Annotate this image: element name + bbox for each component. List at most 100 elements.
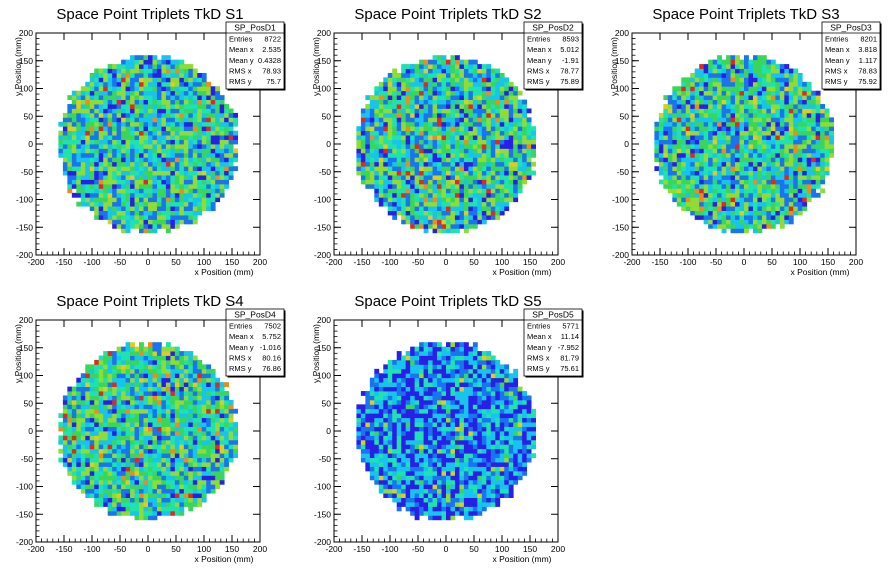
- heatmap-cell: [58, 439, 64, 445]
- heatmap-cell: [80, 404, 86, 410]
- heatmap-cell: [414, 72, 420, 78]
- heatmap-cell: [414, 108, 420, 114]
- heatmap-cell: [224, 108, 230, 114]
- heatmap-cell: [210, 183, 216, 189]
- heatmap-cell: [757, 188, 763, 194]
- heatmap-cell: [454, 108, 460, 114]
- heatmap-cell: [356, 148, 362, 154]
- heatmap-cell: [766, 95, 772, 100]
- heatmap-cell: [378, 86, 384, 92]
- heatmap-cell: [161, 81, 167, 87]
- heatmap-cell: [192, 68, 198, 74]
- stats-row-label: Mean y: [825, 56, 850, 65]
- heatmap-cell: [726, 166, 731, 172]
- heatmap-cell: [513, 197, 519, 203]
- heatmap-cell: [797, 95, 803, 100]
- heatmap-cell: [378, 161, 384, 167]
- heatmap-cell: [206, 144, 212, 149]
- heatmap-cell: [410, 112, 416, 118]
- heatmap-cell: [170, 68, 176, 74]
- heatmap-cell: [148, 201, 153, 207]
- heatmap-cell: [757, 144, 763, 149]
- heatmap-cell: [775, 135, 781, 140]
- heatmap-cell: [486, 206, 492, 211]
- heatmap-cell: [726, 179, 731, 185]
- heatmap-cell: [788, 108, 794, 114]
- heatmap-cell: [672, 95, 678, 100]
- heatmap-cell: [112, 90, 118, 96]
- heatmap-cell: [80, 391, 86, 396]
- heatmap-cell: [85, 444, 91, 450]
- heatmap-cell: [779, 68, 785, 74]
- heatmap-cell: [152, 64, 158, 69]
- heatmap-cell: [179, 215, 185, 220]
- heatmap-cell: [107, 417, 113, 423]
- heatmap-cell: [148, 86, 153, 92]
- heatmap-cell: [708, 152, 714, 158]
- heatmap-cell: [89, 126, 95, 132]
- heatmap-cell: [356, 166, 362, 172]
- heatmap-cell: [748, 215, 754, 220]
- heatmap-cell: [770, 99, 776, 105]
- heatmap-cell: [481, 112, 487, 118]
- heatmap-cell: [513, 117, 519, 123]
- heatmap-cell: [446, 175, 451, 180]
- heatmap-cell: [802, 170, 808, 176]
- heatmap-cell: [721, 126, 727, 132]
- heatmap-cell: [463, 219, 469, 225]
- heatmap-cell: [752, 161, 758, 167]
- heatmap-cell: [775, 130, 781, 136]
- heatmap-cell: [784, 108, 790, 114]
- heatmap-cell: [224, 130, 230, 136]
- heatmap-cell: [712, 81, 718, 87]
- heatmap-cell: [89, 382, 95, 387]
- heatmap-cell: [170, 175, 176, 180]
- heatmap-cell: [383, 86, 389, 92]
- heatmap-cell: [472, 90, 478, 96]
- heatmap-cell: [806, 90, 812, 96]
- heatmap-cell: [112, 462, 118, 467]
- stats-row-value: 8593: [562, 35, 579, 44]
- heatmap-cell: [667, 126, 673, 132]
- heatmap-cell: [125, 135, 131, 140]
- heatmap-cell: [423, 68, 429, 74]
- heatmap-cell: [165, 55, 171, 61]
- heatmap-cell: [419, 121, 424, 127]
- heatmap-cell: [748, 72, 754, 78]
- heatmap-cell: [699, 126, 705, 132]
- heatmap-cell: [784, 86, 790, 92]
- heatmap-cell: [125, 382, 131, 387]
- heatmap-cell: [378, 108, 384, 114]
- heatmap-cell: [797, 175, 803, 180]
- heatmap-cell: [468, 139, 474, 145]
- heatmap-cell: [663, 152, 669, 158]
- heatmap-cell: [152, 355, 158, 361]
- heatmap-cell: [658, 161, 664, 167]
- heatmap-cell: [179, 144, 185, 149]
- heatmap-cell: [392, 117, 398, 123]
- heatmap-cell: [423, 215, 429, 220]
- heatmap-cell: [121, 377, 126, 383]
- heatmap-cell: [161, 192, 167, 198]
- heatmap-cell: [735, 55, 740, 61]
- heatmap-cell: [103, 112, 109, 118]
- heatmap-cell: [116, 351, 122, 356]
- heatmap-cell: [441, 68, 447, 74]
- heatmap-cell: [112, 112, 118, 118]
- heatmap-cell: [658, 170, 664, 176]
- heatmap-cell: [450, 161, 456, 167]
- heatmap-cell: [98, 201, 104, 207]
- heatmap-cell: [134, 377, 140, 383]
- heatmap-cell: [130, 364, 135, 370]
- heatmap-cell: [116, 126, 122, 132]
- heatmap-cell: [463, 59, 469, 65]
- heatmap-cell: [98, 479, 104, 485]
- heatmap-cell: [761, 148, 767, 154]
- heatmap-cell: [788, 175, 794, 180]
- heatmap-cell: [170, 135, 176, 140]
- heatmap-cell: [423, 139, 429, 145]
- heatmap-cell: [130, 399, 135, 405]
- heatmap-cell: [392, 126, 398, 132]
- heatmap-cell: [89, 417, 95, 423]
- heatmap-cell: [174, 126, 180, 132]
